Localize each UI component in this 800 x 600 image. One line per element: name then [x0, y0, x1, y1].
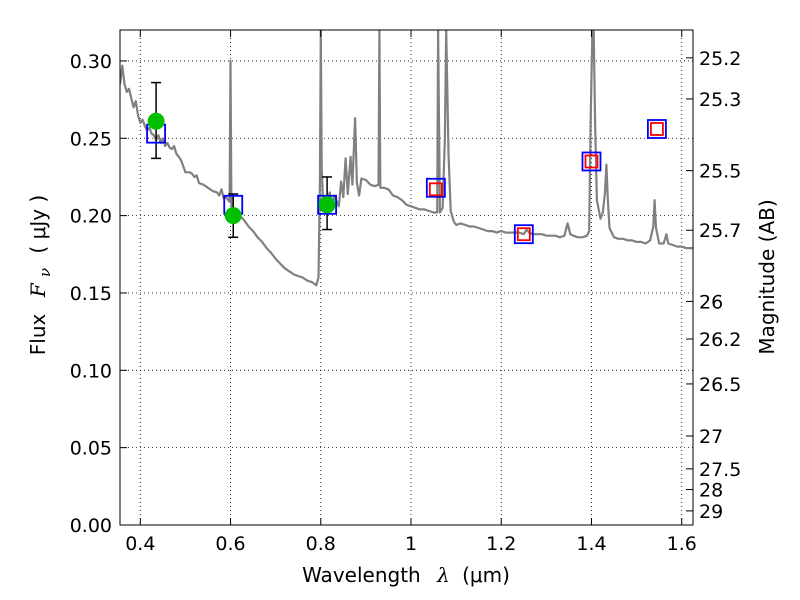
y-right-tick-label: 26.2: [699, 329, 741, 351]
y-tick-label: 0.20: [70, 206, 112, 228]
y-tick-label: 0.00: [70, 515, 112, 537]
model-photometry-square: [317, 194, 337, 215]
y-tick-label: 0.30: [70, 51, 112, 73]
model-photometry-square-red: [428, 182, 443, 197]
y-right-tick-label: 26.5: [699, 374, 741, 396]
model-photometry-square: [647, 119, 667, 139]
observed-photometry-point: [318, 196, 336, 214]
model-photometry-square: [513, 224, 534, 245]
model-photometry-square-red: [650, 122, 664, 136]
x-tick-label: 1: [405, 533, 417, 555]
x-tick-label: 0.8: [306, 533, 336, 555]
y-right-tick-label: 25.3: [699, 89, 741, 111]
y-right-tick-label: 25.7: [699, 220, 741, 242]
plot-area: [120, 30, 693, 287]
x-axis-label-unit: (μm): [462, 563, 510, 587]
x-tick-label: 1.2: [486, 533, 516, 555]
model-photometry-square-red: [516, 227, 531, 242]
x-axis: 0.4 0.6 0.8 1 1.2 1.4 1.6: [125, 30, 697, 555]
y-axis-right-label: Magnitude (AB): [755, 199, 779, 354]
y-right-tick-label: 27.5: [699, 459, 741, 481]
model-photometry-square: [425, 177, 446, 198]
y-tick-label: 0.05: [70, 438, 112, 460]
y-tick-label: 0.10: [70, 360, 112, 382]
y-right-tick-label: 25.2: [699, 48, 741, 70]
y-tick-label: 0.25: [70, 128, 112, 150]
spectrum-line: [120, 30, 693, 287]
y-axis-left: 0.00 0.05 0.10 0.15 0.20 0.25 0.30: [70, 51, 127, 537]
x-tick-label: 1.6: [667, 533, 697, 555]
model-photometry-square-red: [584, 154, 599, 169]
y-right-tick-label: 26: [699, 291, 723, 313]
x-axis-label: Wavelength λ (μm): [302, 563, 510, 587]
y-axis-label: Flux F ν ( μJy ): [26, 195, 55, 355]
plot-frame: [119, 29, 694, 526]
observed-photometry-point: [147, 112, 165, 130]
x-axis-label-text: Wavelength: [302, 563, 421, 587]
model-photometry-square: [581, 151, 602, 172]
observed-photometry-point: [224, 207, 242, 225]
y-tick-label: 0.15: [70, 283, 112, 305]
y-axis-label-subscript: ν: [36, 268, 54, 277]
y-axis-label-text: Flux: [26, 313, 50, 355]
y-axis-label-symbol: F: [26, 282, 50, 298]
grid: [120, 30, 693, 526]
x-tick-label: 0.4: [125, 533, 155, 555]
y-right-tick-label: 25.5: [699, 161, 741, 183]
y-right-tick-label: 28: [699, 480, 723, 502]
x-tick-label: 1.4: [576, 533, 606, 555]
y-right-tick-label: 29: [699, 501, 723, 523]
x-axis-label-symbol: λ: [436, 563, 450, 587]
y-right-tick-label: 27: [699, 426, 723, 448]
y-axis-label-unit: ( μJy ): [26, 195, 50, 254]
x-tick-label: 0.6: [215, 533, 245, 555]
